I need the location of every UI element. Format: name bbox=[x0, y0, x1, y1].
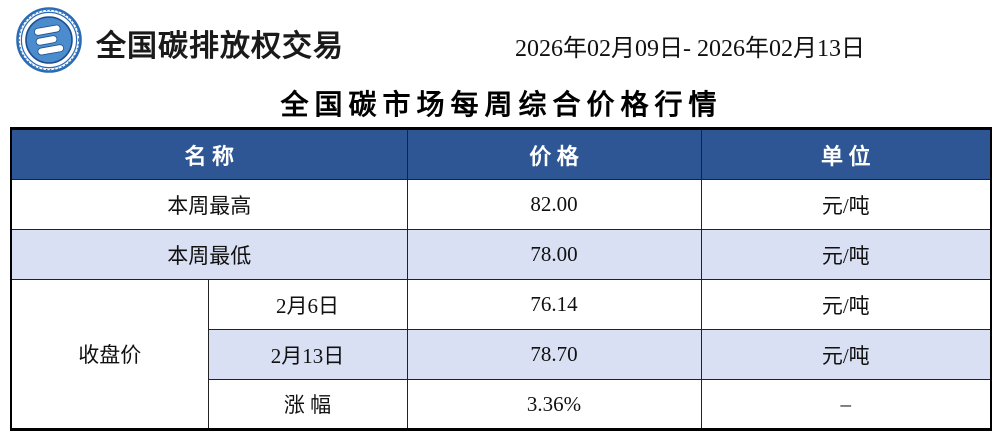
closing-price-label: 收盘价 bbox=[10, 279, 209, 430]
table-row-change: 涨 幅 3.36% – bbox=[11, 379, 992, 430]
header-price: 价 格 bbox=[406, 128, 702, 180]
week-high-price: 82.00 bbox=[406, 179, 702, 230]
table-row-week-high: 本周最高 82.00 元/吨 bbox=[10, 179, 992, 230]
closing-day1-price: 76.14 bbox=[406, 279, 702, 330]
brand-name: 全国碳排放权交易 bbox=[96, 30, 344, 63]
weekly-price-table: 名 称 价 格 单 位 本周最高 82.00 元/吨 本周最低 78.00 元/… bbox=[10, 127, 993, 431]
closing-day1-unit: 元/吨 bbox=[700, 279, 992, 330]
change-price: 3.36% bbox=[406, 379, 702, 430]
closing-day1-label: 2月6日 bbox=[207, 279, 408, 330]
change-unit: – bbox=[700, 379, 992, 430]
closing-day2-price: 78.70 bbox=[406, 329, 702, 380]
week-low-label: 本周最低 bbox=[10, 229, 408, 280]
table-row-closing-day1: 收盘价 2月6日 76.14 元/吨 bbox=[10, 279, 992, 430]
header-name: 名 称 bbox=[10, 128, 408, 180]
table-row-week-low: 本周最低 78.00 元/吨 bbox=[10, 229, 992, 280]
table-row-closing-day2: 2月13日 78.70 元/吨 bbox=[11, 329, 992, 380]
table-header-row: 名 称 价 格 单 位 bbox=[10, 128, 992, 180]
week-high-label: 本周最高 bbox=[10, 179, 408, 230]
page-title: 全国碳市场每周综合价格行情 bbox=[280, 90, 723, 121]
date-range: 2026年02月09日- 2026年02月13日 bbox=[515, 36, 865, 62]
week-low-price: 78.00 bbox=[406, 229, 702, 280]
change-label: 涨 幅 bbox=[207, 379, 408, 430]
carbon-trading-logo-icon bbox=[16, 7, 82, 73]
closing-day2-label: 2月13日 bbox=[207, 329, 408, 380]
closing-day2-unit: 元/吨 bbox=[700, 329, 992, 380]
header-unit: 单 位 bbox=[700, 128, 992, 180]
week-low-unit: 元/吨 bbox=[700, 229, 992, 280]
week-high-unit: 元/吨 bbox=[700, 179, 992, 230]
